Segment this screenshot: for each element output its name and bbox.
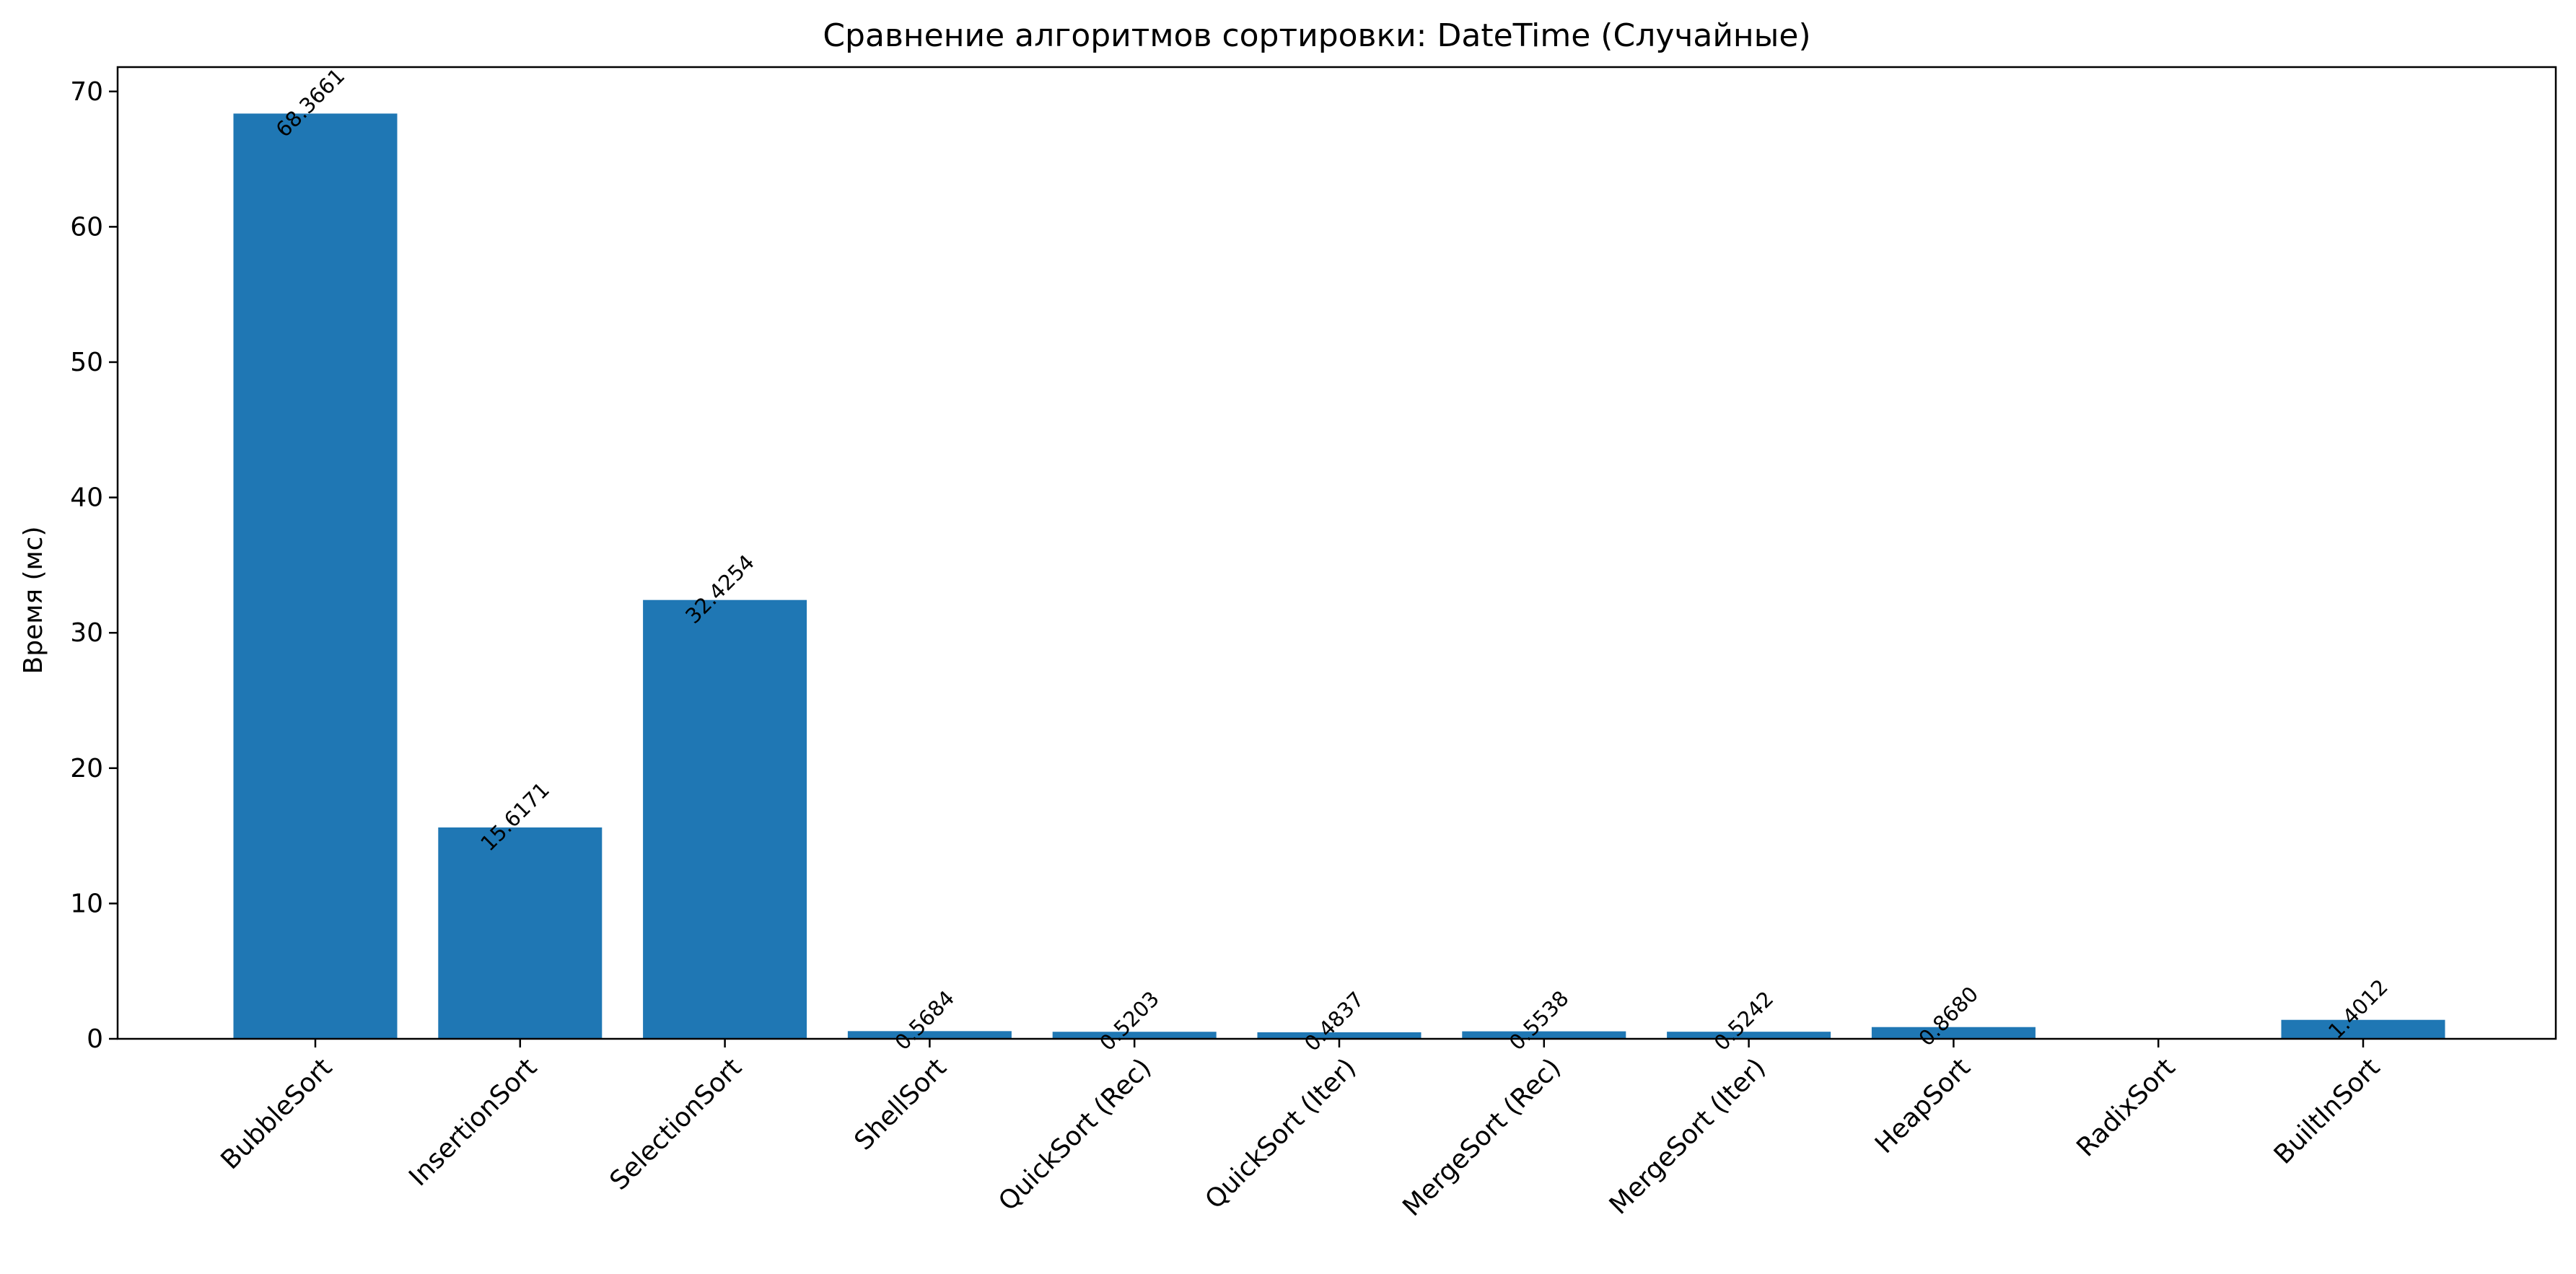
y-tick-label: 60 [70,212,103,242]
bar [1871,1027,2036,1039]
y-tick-label: 10 [70,889,103,918]
bar [1257,1032,1421,1039]
y-tick-label: 70 [70,77,103,107]
chart-title: Сравнение алгоритмов сортировки: DateTim… [823,17,1810,54]
bar [2281,1019,2445,1039]
bar [438,827,603,1039]
y-tick-label: 40 [70,483,103,513]
y-tick-label: 20 [70,754,103,783]
y-tick-label: 0 [87,1024,103,1054]
plot-frame [116,66,2557,1040]
y-axis-label: Время (мс) [19,527,48,675]
bar [1462,1031,1626,1039]
bar [233,113,398,1039]
bar [847,1031,1012,1039]
y-tick-label: 50 [70,348,103,377]
bar [1052,1032,1217,1039]
bar [643,599,807,1039]
y-tick-label: 30 [70,618,103,648]
bar [1667,1032,1831,1039]
